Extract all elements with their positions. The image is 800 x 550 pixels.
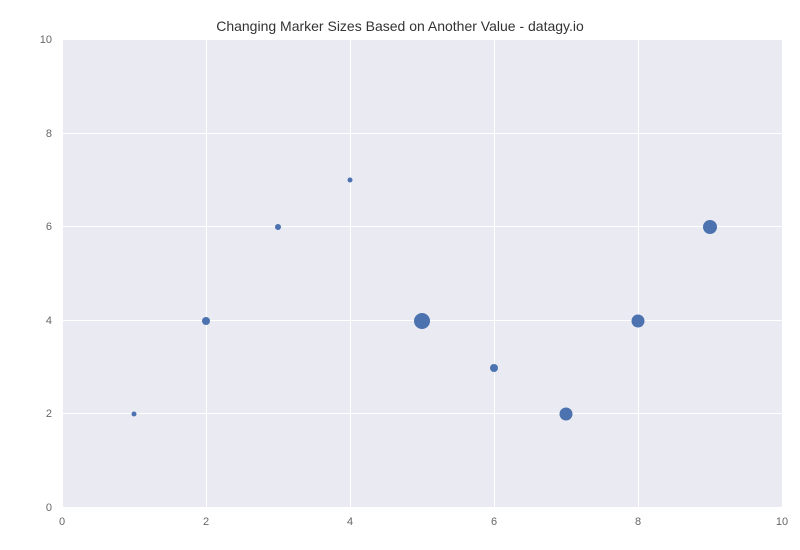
grid-line-vertical bbox=[494, 40, 495, 508]
x-tick-label: 8 bbox=[635, 516, 641, 528]
y-tick-label: 2 bbox=[46, 408, 52, 420]
scatter-point bbox=[703, 220, 717, 234]
y-tick-label: 6 bbox=[46, 221, 52, 233]
y-tick-label: 8 bbox=[46, 128, 52, 140]
scatter-point bbox=[132, 412, 137, 417]
x-tick-label: 0 bbox=[59, 516, 65, 528]
plot-area: 02468100246810 bbox=[62, 40, 782, 508]
grid-line-vertical bbox=[62, 40, 63, 508]
x-tick-label: 2 bbox=[203, 516, 209, 528]
y-tick-label: 0 bbox=[46, 502, 52, 514]
grid-line-horizontal bbox=[62, 39, 782, 40]
grid-line-horizontal bbox=[62, 413, 782, 414]
chart-title: Changing Marker Sizes Based on Another V… bbox=[0, 18, 800, 34]
scatter-point bbox=[414, 313, 430, 329]
grid-line-vertical bbox=[206, 40, 207, 508]
y-tick-label: 10 bbox=[40, 34, 52, 46]
x-tick-label: 4 bbox=[347, 516, 353, 528]
scatter-point bbox=[348, 178, 353, 183]
scatter-point bbox=[490, 364, 498, 372]
grid-line-vertical bbox=[782, 40, 783, 508]
grid-line-vertical bbox=[638, 40, 639, 508]
scatter-point bbox=[632, 314, 645, 327]
scatter-point bbox=[275, 224, 281, 230]
scatter-point bbox=[202, 317, 210, 325]
grid-line-horizontal bbox=[62, 507, 782, 508]
grid-line-horizontal bbox=[62, 226, 782, 227]
x-tick-label: 6 bbox=[491, 516, 497, 528]
y-tick-label: 4 bbox=[46, 315, 52, 327]
scatter-point bbox=[560, 408, 573, 421]
grid-line-vertical bbox=[350, 40, 351, 508]
grid-line-horizontal bbox=[62, 133, 782, 134]
figure: Changing Marker Sizes Based on Another V… bbox=[0, 0, 800, 550]
x-tick-label: 10 bbox=[776, 516, 788, 528]
